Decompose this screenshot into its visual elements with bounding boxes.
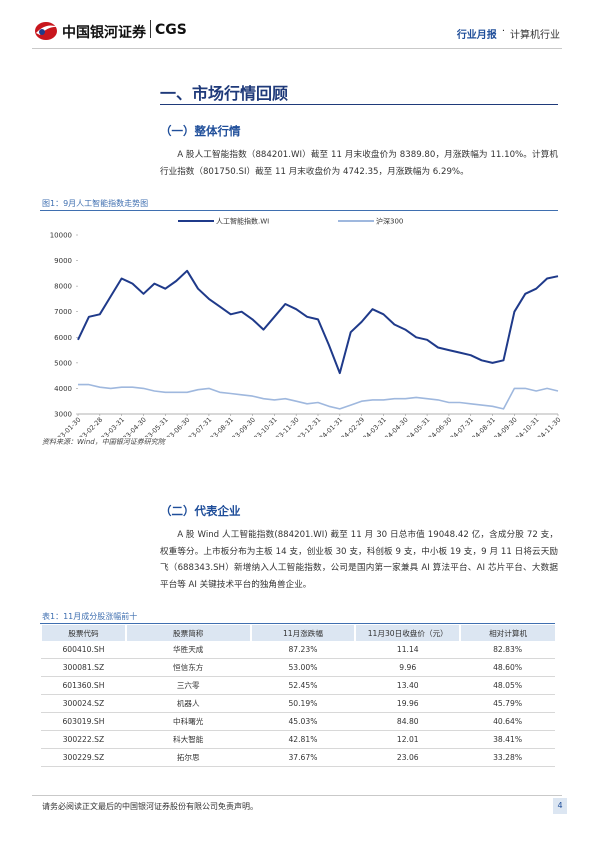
table-row: 300229.SZ 拓尔思 37.67% 23.06 33.28% <box>41 748 555 767</box>
table-cell: 11.14 <box>355 641 461 659</box>
table-header: 股票代码 股票简称 11月涨跌幅 11月30日收盘价（元） 相对计算机 <box>40 625 555 641</box>
table-cell: 三六零 <box>125 676 251 695</box>
chart: 3000 4000 5000 6000 7000 8000 9000 10000 2023-01… <box>50 217 563 438</box>
y-tick-label: 9000 <box>54 257 72 265</box>
table-cell: 38.41% <box>460 730 555 749</box>
column-header: 股票简称 <box>124 625 251 641</box>
table-cell: 300024.SZ <box>41 694 126 713</box>
table-cell: 42.81% <box>250 730 356 749</box>
x-tick-label: 2023-01-30 <box>50 416 82 437</box>
table-row: 300081.SZ 恒信东方 53.00% 9.96 48.60% <box>41 658 555 677</box>
legend-label: 人工智能指数.WI <box>216 217 269 226</box>
table-row: 600410.SH 华胜天成 87.23% 11.14 82.83% <box>41 641 555 659</box>
table-row: 601360.SH 三六零 52.45% 13.40 48.05% <box>41 676 555 695</box>
line-series <box>78 383 559 410</box>
separator: · <box>501 26 505 37</box>
y-tick-label: 7000 <box>54 308 72 316</box>
table-cell: 45.79% <box>460 694 555 713</box>
table-cell: 23.06 <box>355 748 461 767</box>
table-cell: 84.80 <box>355 712 461 731</box>
y-tick-label: 6000 <box>54 334 72 342</box>
table-cell: 37.67% <box>250 748 356 767</box>
line-series <box>77 269 559 375</box>
y-tick-label: 4000 <box>54 385 72 393</box>
column-header: 股票代码 <box>40 625 126 641</box>
page-number: 4 <box>553 798 567 814</box>
table-cell: 600410.SH <box>41 641 126 659</box>
table-cell: 48.60% <box>460 658 555 677</box>
table-cell: 52.45% <box>250 676 356 695</box>
table-cell: 33.28% <box>460 748 555 767</box>
header-right: 行业月报 · 计算机行业 <box>457 26 560 41</box>
table: 股票代码 股票简称 11月涨跌幅 11月30日收盘价（元） 相对计算机 600410.S… <box>40 625 555 767</box>
table-cell: 603019.SH <box>41 712 126 731</box>
footer-rule <box>32 795 562 796</box>
table-cell: 12.01 <box>355 730 461 749</box>
subsection-title: （一）整体行情 <box>160 124 241 138</box>
table-cell: 48.05% <box>460 676 555 695</box>
y-tick-label: 10000 <box>50 232 72 240</box>
table-caption: 表1：11月成分股涨幅前十 <box>42 612 138 621</box>
figure-caption: 图1：9月人工智能指数走势图 <box>42 199 149 208</box>
y-tick-label: 5000 <box>54 359 72 367</box>
paragraph: A 股 Wind 人工智能指数(884201.WI) 截至 11 月 30 日总… <box>160 530 558 590</box>
table-cell: 拓尔思 <box>125 748 251 767</box>
column-header: 11月涨跌幅 <box>249 625 356 641</box>
y-tick-label: 3000 <box>54 411 72 419</box>
logo-cn: 中国银河证券 <box>62 25 146 41</box>
table-cell: 601360.SH <box>41 676 126 695</box>
table-body: 600410.SH 华胜天成 87.23% 11.14 82.83% 300081.SZ 恒… <box>41 641 555 767</box>
table-cell: 53.00% <box>250 658 356 677</box>
subsection-title: （二）代表企业 <box>160 504 241 518</box>
table-cell: 87.23% <box>250 641 356 659</box>
table-cell: 82.83% <box>460 641 555 659</box>
table-cell: 19.96 <box>355 694 461 713</box>
table-cell: 9.96 <box>355 658 461 677</box>
table-rule <box>40 623 555 624</box>
section-title: 一、市场行情回顾 <box>160 84 289 103</box>
table-row: 603019.SH 中科曙光 45.03% 84.80 40.64% <box>41 712 555 731</box>
table-cell: 恒信东方 <box>125 658 251 677</box>
y-tick-label: 8000 <box>54 283 72 291</box>
table-cell: 300222.SZ <box>41 730 126 749</box>
table-cell: 50.19% <box>250 694 356 713</box>
section-rule <box>160 104 558 105</box>
table-row: 300024.SZ 机器人 50.19% 19.96 45.79% <box>41 694 555 713</box>
logo-divider <box>150 20 151 38</box>
header-rule <box>32 48 562 49</box>
disclaimer: 请务必阅读正文最后的中国银河证券股份有限公司免责声明。 <box>42 802 258 811</box>
table-cell: 300081.SZ <box>41 658 126 677</box>
industry: 计算机行业 <box>510 30 560 41</box>
paragraph: A 股人工智能指数（884201.WI）截至 11 月末收盘价为 8389.80… <box>160 150 558 177</box>
logo-en: CGS <box>155 22 187 38</box>
figure-source: 资料来源：Wind，中国银河证券研究院 <box>42 438 165 446</box>
table-cell: 机器人 <box>125 694 251 713</box>
report-type: 行业月报 <box>456 30 497 41</box>
table-cell: 华胜天成 <box>125 641 251 659</box>
column-header: 相对计算机 <box>459 625 555 641</box>
column-header: 11月30日收盘价（元） <box>354 625 461 641</box>
table-cell: 40.64% <box>460 712 555 731</box>
table-row: 300222.SZ 科大智能 42.81% 12.01 38.41% <box>41 730 555 749</box>
table-cell: 13.40 <box>355 676 461 695</box>
table-cell: 300229.SZ <box>41 748 126 767</box>
table-cell: 中科曙光 <box>125 712 251 731</box>
table-cell: 45.03% <box>250 712 356 731</box>
figure-rule <box>40 210 558 211</box>
logo-icon <box>35 22 58 40</box>
legend-label: 沪深300 <box>376 217 403 226</box>
table-cell: 科大智能 <box>125 730 251 749</box>
